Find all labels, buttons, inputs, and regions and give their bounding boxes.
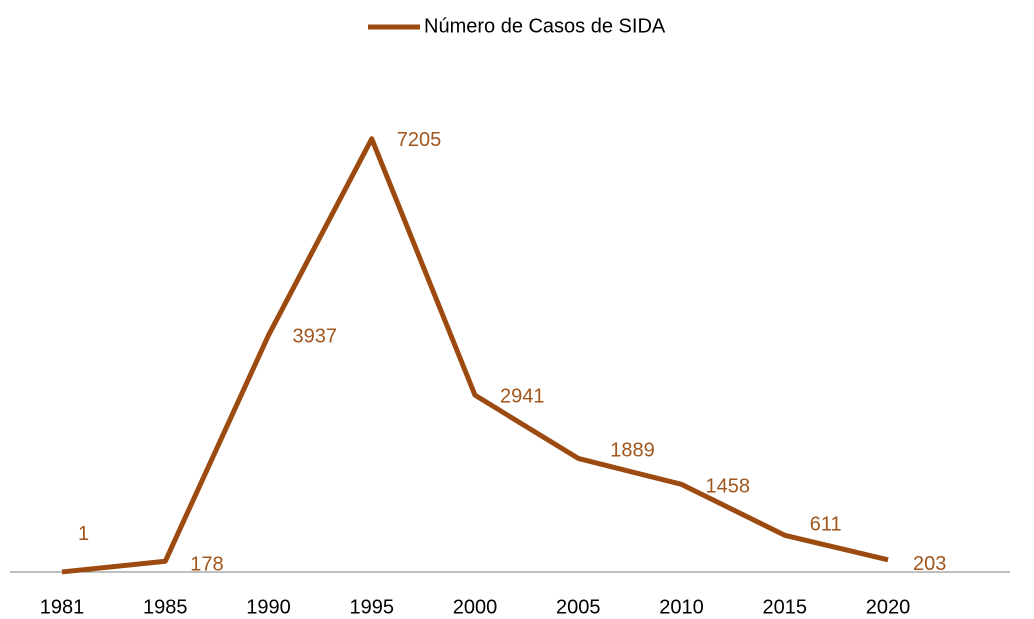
data-label: 1 [78,523,89,545]
x-tick-label: 1981 [40,596,85,618]
x-tick-label: 1995 [350,596,395,618]
data-label: 1889 [610,440,655,462]
legend-label: Número de Casos de SIDA [424,15,666,37]
data-label: 2941 [500,385,545,407]
data-label: 7205 [397,129,442,151]
x-tick-label: 1990 [246,596,291,618]
x-tick-label: 2020 [866,596,911,618]
x-tick-label: 2015 [763,596,808,618]
data-label: 203 [913,553,946,575]
x-tick-label: 2010 [659,596,704,618]
data-label: 178 [190,554,223,576]
data-line [61,136,889,575]
data-label: 3937 [293,326,338,348]
x-tick-label: 2005 [556,596,601,618]
x-tick-label: 1985 [143,596,188,618]
data-label: 611 [810,514,842,536]
data-label: 1458 [706,476,751,498]
x-tick-label: 2000 [453,596,498,618]
